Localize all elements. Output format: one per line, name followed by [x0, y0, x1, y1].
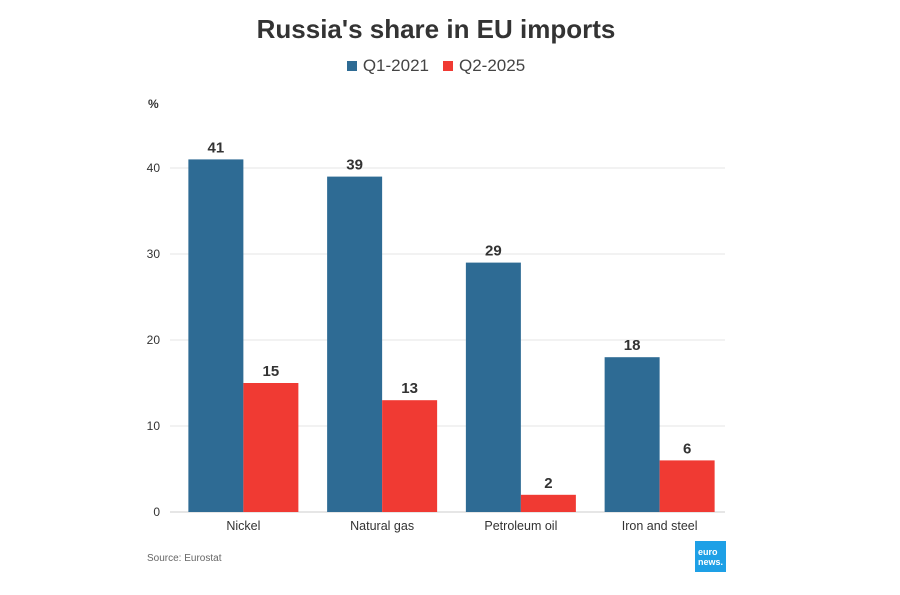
legend-label-q2-2025: Q2-2025 [459, 56, 526, 75]
bar-iron-and-steel-q1-2021 [604, 357, 660, 512]
data-label-petroleum-oil-q2-2025: 2 [544, 475, 552, 492]
y-tick-label-0: 0 [153, 505, 160, 519]
y-tick-label-40: 40 [147, 161, 161, 175]
logo-line-1: euro [698, 546, 718, 557]
x-tick-label-natural-gas: Natural gas [350, 519, 414, 533]
chart-title: Russia's share in EU imports [256, 14, 616, 44]
legend-item-q1-2021: Q1-2021 [346, 56, 429, 76]
bar-natural-gas-q2-2025 [382, 400, 438, 512]
data-label-iron-and-steel-q1-2021: 18 [624, 337, 641, 354]
legend: Q1-2021 Q2-2025 [0, 56, 872, 76]
bar-petroleum-oil-q1-2021 [465, 262, 521, 512]
x-tick-label-nickel: Nickel [226, 519, 260, 533]
bar-petroleum-oil-q2-2025 [520, 494, 576, 512]
legend-swatch-q2-2025 [443, 61, 453, 71]
data-label-petroleum-oil-q1-2021: 29 [485, 243, 502, 260]
data-label-iron-and-steel-q2-2025: 6 [683, 440, 691, 457]
x-tick-label-petroleum-oil: Petroleum oil [484, 519, 557, 533]
legend-item-q2-2025: Q2-2025 [443, 56, 525, 76]
y-tick-label-30: 30 [147, 247, 161, 261]
legend-swatch-q1-2021 [346, 61, 357, 71]
data-label-natural-gas-q1-2021: 39 [346, 157, 363, 174]
logo-line-2: news. [698, 556, 724, 567]
bar-natural-gas-q1-2021 [327, 176, 383, 512]
bar-nickel-q1-2021 [188, 159, 244, 512]
euronews-logo: euro news. [695, 541, 726, 572]
bar-nickel-q2-2025 [243, 383, 299, 512]
data-label-nickel-q1-2021: 41 [208, 139, 225, 156]
source-note: Source: Eurostat [147, 553, 222, 564]
legend-label-q1-2021: Q1-2021 [362, 56, 429, 75]
x-tick-label-iron-and-steel: Iron and steel [622, 519, 698, 533]
y-tick-label-10: 10 [147, 419, 161, 433]
y-axis-label: % [148, 97, 159, 111]
bar-iron-and-steel-q2-2025 [659, 460, 715, 512]
y-tick-label-20: 20 [147, 333, 161, 347]
data-label-nickel-q2-2025: 15 [263, 363, 280, 380]
data-label-natural-gas-q2-2025: 13 [401, 380, 418, 397]
